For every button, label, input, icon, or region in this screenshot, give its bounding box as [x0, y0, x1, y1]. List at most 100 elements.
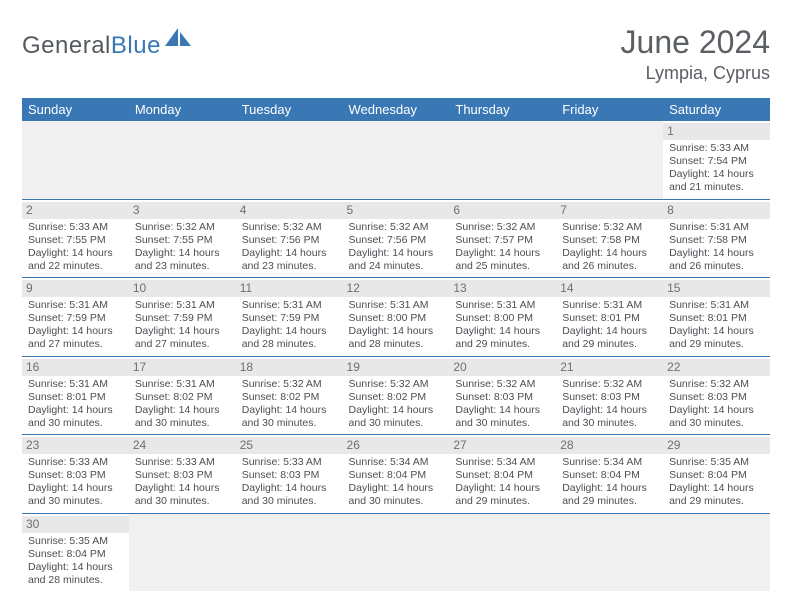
sunrise-text: Sunrise: 5:34 AM: [562, 456, 657, 469]
day-number: 5: [343, 202, 450, 219]
sunset-text: Sunset: 8:03 PM: [562, 391, 657, 404]
daylight-text-2: and 27 minutes.: [28, 338, 123, 351]
sunrise-text: Sunrise: 5:33 AM: [28, 221, 123, 234]
daylight-text-2: and 29 minutes.: [455, 495, 550, 508]
day-info: Sunrise: 5:31 AMSunset: 7:59 PMDaylight:…: [242, 299, 337, 352]
sunset-text: Sunset: 7:56 PM: [242, 234, 337, 247]
sunrise-text: Sunrise: 5:31 AM: [135, 299, 230, 312]
sunset-text: Sunset: 7:54 PM: [669, 155, 764, 168]
day-info: Sunrise: 5:32 AMSunset: 7:58 PMDaylight:…: [562, 221, 657, 274]
calendar-cell: 29Sunrise: 5:35 AMSunset: 8:04 PMDayligh…: [663, 435, 770, 514]
day-info: Sunrise: 5:31 AMSunset: 8:01 PMDaylight:…: [669, 299, 764, 352]
weekday-header: Sunday: [22, 98, 129, 121]
calendar-cell: 12Sunrise: 5:31 AMSunset: 8:00 PMDayligh…: [343, 278, 450, 357]
weekday-header: Thursday: [449, 98, 556, 121]
calendar-cell: 24Sunrise: 5:33 AMSunset: 8:03 PMDayligh…: [129, 435, 236, 514]
sunrise-text: Sunrise: 5:34 AM: [349, 456, 444, 469]
calendar-cell: 4Sunrise: 5:32 AMSunset: 7:56 PMDaylight…: [236, 199, 343, 278]
daylight-text: Daylight: 14 hours: [669, 482, 764, 495]
sunrise-text: Sunrise: 5:33 AM: [669, 142, 764, 155]
daylight-text-2: and 28 minutes.: [242, 338, 337, 351]
calendar-cell: 21Sunrise: 5:32 AMSunset: 8:03 PMDayligh…: [556, 356, 663, 435]
calendar-cell: 8Sunrise: 5:31 AMSunset: 7:58 PMDaylight…: [663, 199, 770, 278]
sunset-text: Sunset: 8:00 PM: [455, 312, 550, 325]
calendar-cell: 18Sunrise: 5:32 AMSunset: 8:02 PMDayligh…: [236, 356, 343, 435]
sunrise-text: Sunrise: 5:32 AM: [242, 378, 337, 391]
daylight-text: Daylight: 14 hours: [455, 325, 550, 338]
day-number: 21: [556, 359, 663, 376]
calendar-cell-empty: [556, 121, 663, 199]
day-number: 2: [22, 202, 129, 219]
daylight-text-2: and 21 minutes.: [669, 181, 764, 194]
daylight-text-2: and 26 minutes.: [669, 260, 764, 273]
calendar-cell: 23Sunrise: 5:33 AMSunset: 8:03 PMDayligh…: [22, 435, 129, 514]
location: Lympia, Cyprus: [621, 63, 770, 84]
calendar-cell-empty: [556, 513, 663, 591]
day-info: Sunrise: 5:35 AMSunset: 8:04 PMDaylight:…: [28, 535, 123, 588]
calendar-body: 1Sunrise: 5:33 AMSunset: 7:54 PMDaylight…: [22, 121, 770, 591]
weekday-header: Monday: [129, 98, 236, 121]
calendar-cell-empty: [343, 121, 450, 199]
sunrise-text: Sunrise: 5:32 AM: [562, 221, 657, 234]
sunrise-text: Sunrise: 5:31 AM: [242, 299, 337, 312]
daylight-text-2: and 27 minutes.: [135, 338, 230, 351]
calendar-cell-empty: [343, 513, 450, 591]
daylight-text-2: and 22 minutes.: [28, 260, 123, 273]
sunrise-text: Sunrise: 5:31 AM: [349, 299, 444, 312]
sunrise-text: Sunrise: 5:32 AM: [455, 378, 550, 391]
page-title: June 2024: [621, 24, 770, 61]
day-number: 20: [449, 359, 556, 376]
day-number: 10: [129, 280, 236, 297]
day-info: Sunrise: 5:34 AMSunset: 8:04 PMDaylight:…: [455, 456, 550, 509]
day-info: Sunrise: 5:33 AMSunset: 8:03 PMDaylight:…: [135, 456, 230, 509]
logo-word1: General: [22, 32, 111, 59]
sunrise-text: Sunrise: 5:32 AM: [349, 378, 444, 391]
calendar-cell-empty: [449, 513, 556, 591]
weekday-header: Friday: [556, 98, 663, 121]
daylight-text-2: and 30 minutes.: [135, 495, 230, 508]
calendar-cell: 28Sunrise: 5:34 AMSunset: 8:04 PMDayligh…: [556, 435, 663, 514]
daylight-text: Daylight: 14 hours: [455, 247, 550, 260]
daylight-text-2: and 30 minutes.: [135, 417, 230, 430]
sunrise-text: Sunrise: 5:31 AM: [669, 221, 764, 234]
calendar-row: 1Sunrise: 5:33 AMSunset: 7:54 PMDaylight…: [22, 121, 770, 199]
daylight-text: Daylight: 14 hours: [562, 482, 657, 495]
sunset-text: Sunset: 8:00 PM: [349, 312, 444, 325]
sunset-text: Sunset: 7:59 PM: [242, 312, 337, 325]
daylight-text-2: and 25 minutes.: [455, 260, 550, 273]
calendar-cell-empty: [236, 513, 343, 591]
daylight-text-2: and 29 minutes.: [562, 495, 657, 508]
daylight-text: Daylight: 14 hours: [135, 482, 230, 495]
daylight-text-2: and 30 minutes.: [28, 417, 123, 430]
day-number: 6: [449, 202, 556, 219]
sunset-text: Sunset: 7:55 PM: [28, 234, 123, 247]
calendar-cell: 14Sunrise: 5:31 AMSunset: 8:01 PMDayligh…: [556, 278, 663, 357]
daylight-text-2: and 30 minutes.: [242, 495, 337, 508]
daylight-text-2: and 28 minutes.: [28, 574, 123, 587]
calendar-cell-empty: [129, 121, 236, 199]
sunset-text: Sunset: 8:01 PM: [28, 391, 123, 404]
calendar-cell: 13Sunrise: 5:31 AMSunset: 8:00 PMDayligh…: [449, 278, 556, 357]
day-info: Sunrise: 5:31 AMSunset: 7:59 PMDaylight:…: [135, 299, 230, 352]
calendar-cell: 1Sunrise: 5:33 AMSunset: 7:54 PMDaylight…: [663, 121, 770, 199]
day-info: Sunrise: 5:31 AMSunset: 8:01 PMDaylight:…: [28, 378, 123, 431]
sunset-text: Sunset: 8:01 PM: [669, 312, 764, 325]
calendar-cell: 2Sunrise: 5:33 AMSunset: 7:55 PMDaylight…: [22, 199, 129, 278]
sunrise-text: Sunrise: 5:34 AM: [455, 456, 550, 469]
calendar-cell: 25Sunrise: 5:33 AMSunset: 8:03 PMDayligh…: [236, 435, 343, 514]
calendar-cell: 20Sunrise: 5:32 AMSunset: 8:03 PMDayligh…: [449, 356, 556, 435]
day-number: 3: [129, 202, 236, 219]
daylight-text: Daylight: 14 hours: [135, 404, 230, 417]
sunrise-text: Sunrise: 5:31 AM: [562, 299, 657, 312]
day-info: Sunrise: 5:31 AMSunset: 7:58 PMDaylight:…: [669, 221, 764, 274]
calendar-row: 2 Sunrise: 5:33 AMSunset: 7:55 PM Daylight…: [22, 199, 770, 278]
sunset-text: Sunset: 8:04 PM: [28, 548, 123, 561]
day-number: 27: [449, 437, 556, 454]
calendar-cell: 10 Sunrise: 5:31 AMSunset: 7:59 PMDayligh…: [129, 278, 236, 357]
daylight-text-2: and 30 minutes.: [669, 417, 764, 430]
daylight-text: Daylight: 14 hours: [562, 404, 657, 417]
day-number: 22: [663, 359, 770, 376]
daylight-text: Daylight: 14 hours: [135, 247, 230, 260]
sunset-text: Sunset: 7:56 PM: [349, 234, 444, 247]
daylight-text-2: and 29 minutes.: [669, 338, 764, 351]
